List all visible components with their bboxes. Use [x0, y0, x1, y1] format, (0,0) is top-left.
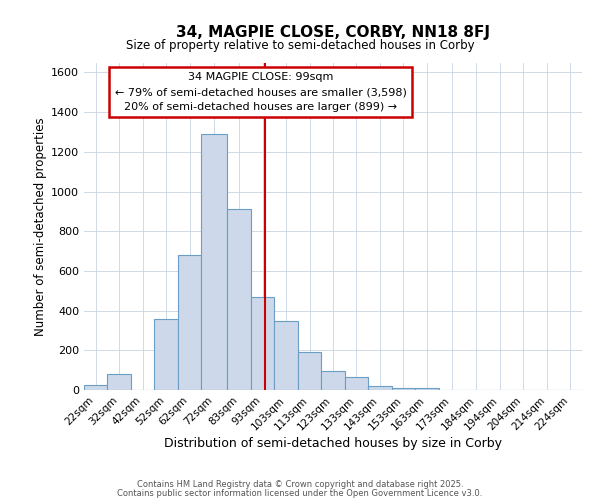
Bar: [415, 388, 439, 390]
Text: Contains public sector information licensed under the Open Government Licence v3: Contains public sector information licen…: [118, 488, 482, 498]
Bar: [345, 377, 368, 390]
Bar: [202, 134, 227, 390]
Text: Contains HM Land Registry data © Crown copyright and database right 2025.: Contains HM Land Registry data © Crown c…: [137, 480, 463, 489]
Bar: [251, 296, 274, 390]
Bar: [392, 388, 415, 390]
Bar: [84, 385, 107, 390]
Bar: [274, 320, 298, 390]
Bar: [298, 352, 321, 390]
Title: 34, MAGPIE CLOSE, CORBY, NN18 8FJ: 34, MAGPIE CLOSE, CORBY, NN18 8FJ: [176, 26, 490, 40]
Text: 34 MAGPIE CLOSE: 99sqm
← 79% of semi-detached houses are smaller (3,598)
20% of : 34 MAGPIE CLOSE: 99sqm ← 79% of semi-det…: [115, 72, 407, 112]
Bar: [368, 386, 392, 390]
Text: Size of property relative to semi-detached houses in Corby: Size of property relative to semi-detach…: [125, 38, 475, 52]
Bar: [107, 374, 131, 390]
X-axis label: Distribution of semi-detached houses by size in Corby: Distribution of semi-detached houses by …: [164, 438, 502, 450]
Y-axis label: Number of semi-detached properties: Number of semi-detached properties: [34, 117, 47, 336]
Bar: [227, 210, 251, 390]
Bar: [321, 371, 345, 390]
Bar: [154, 318, 178, 390]
Bar: [178, 255, 202, 390]
